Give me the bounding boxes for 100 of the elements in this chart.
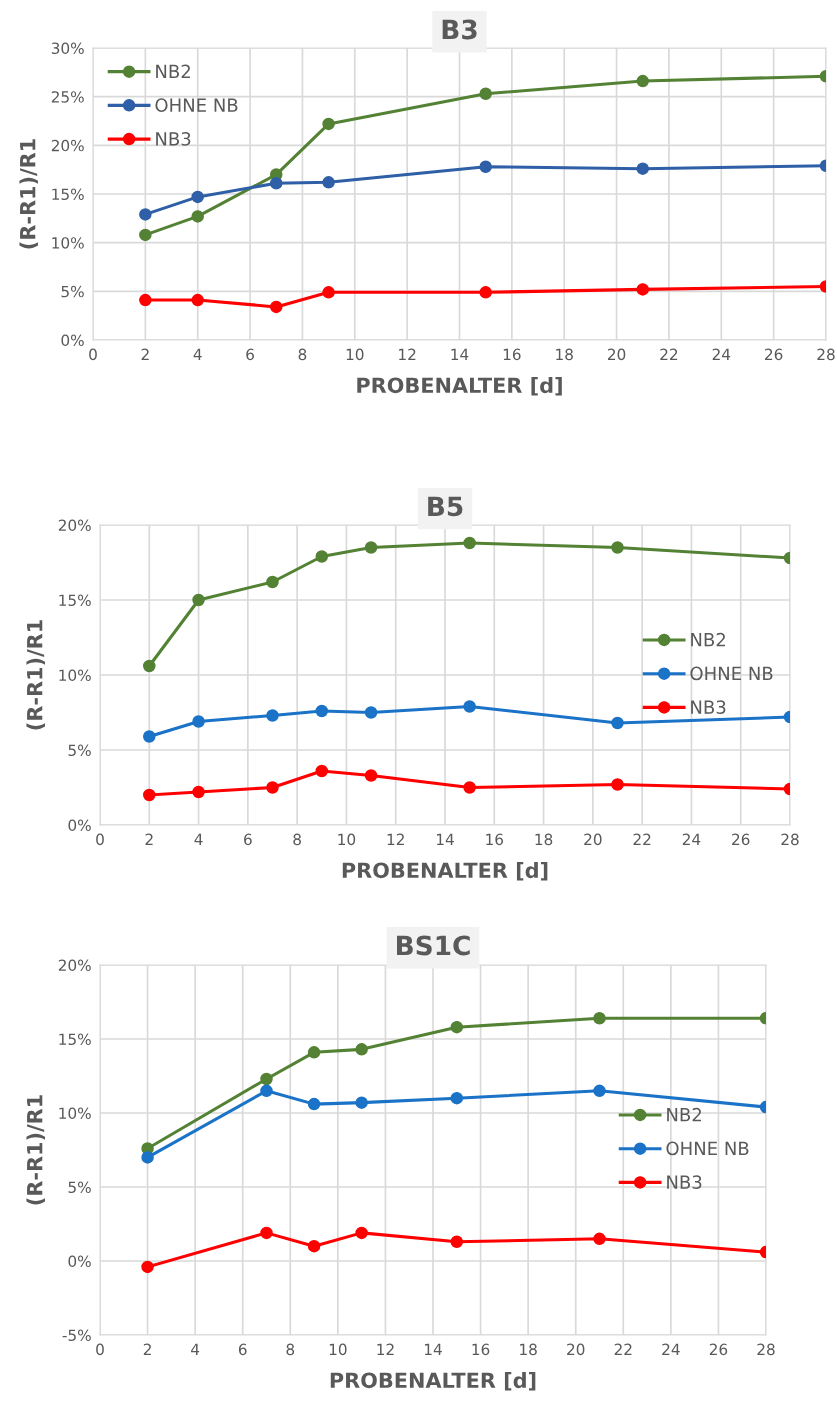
y-axis-title: (R-R1)/R1 — [26, 620, 46, 730]
point — [315, 550, 329, 563]
y-tick-label: 25% — [51, 91, 84, 103]
point — [191, 190, 204, 204]
x-tick-label: 10 — [346, 348, 364, 361]
y-tick-label: 10% — [59, 669, 91, 682]
point — [322, 176, 335, 189]
x-tick-label: 26 — [765, 348, 783, 361]
x-tick-label: 20 — [607, 348, 626, 361]
x-tick-label: 2 — [143, 1343, 151, 1355]
x-tick-label: 14 — [424, 1343, 442, 1355]
y-axis-title: (R-R1)/R1 — [19, 139, 39, 249]
point — [307, 1046, 321, 1059]
point — [593, 1232, 606, 1246]
x-tick-label: 12 — [377, 1343, 394, 1355]
x-tick-label: 6 — [244, 833, 252, 846]
y-tick-label: 30% — [51, 42, 84, 55]
point — [191, 210, 204, 223]
point — [593, 1084, 606, 1098]
x-tick-label: 20 — [584, 833, 602, 846]
x-tick-label: 12 — [387, 833, 404, 845]
y-tick-label: 5% — [61, 285, 84, 298]
x-tick-label: 26 — [732, 833, 750, 846]
point — [355, 1043, 368, 1056]
x-tick-label: 16 — [486, 833, 504, 846]
point — [463, 700, 476, 713]
point — [141, 1260, 154, 1274]
point — [636, 162, 650, 175]
legend-label: OHNE NB — [155, 98, 238, 112]
x-tick-label: 6 — [246, 348, 254, 361]
point — [315, 704, 329, 718]
x-tick-label: 20 — [567, 1343, 585, 1356]
y-tick-label: 10% — [59, 1107, 91, 1120]
point — [143, 788, 156, 802]
x-tick-label: 8 — [298, 348, 307, 361]
x-tick-label: 0 — [89, 348, 97, 361]
point — [479, 286, 492, 299]
point — [364, 706, 378, 719]
legend-label: OHNE NB — [666, 1141, 749, 1156]
point — [355, 1226, 368, 1240]
point — [450, 1091, 464, 1105]
x-tick-label: 24 — [682, 833, 701, 845]
point — [266, 781, 279, 794]
point — [636, 74, 650, 88]
chart-title: B5 — [428, 496, 463, 517]
x-tick-label: 4 — [191, 1343, 200, 1355]
x-tick-label: 4 — [194, 833, 203, 845]
x-tick-label: 26 — [709, 1343, 728, 1356]
chart-title: BS1C — [397, 935, 470, 956]
point — [269, 177, 283, 190]
x-axis-title: PROBENALTER [d] — [342, 862, 548, 881]
x-tick-label: 6 — [238, 1343, 247, 1356]
x-tick-label: 18 — [520, 1343, 537, 1356]
x-tick-label: 0 — [96, 1343, 104, 1356]
x-tick-label: 24 — [712, 348, 731, 360]
point — [307, 1239, 321, 1253]
x-tick-label: 0 — [96, 833, 104, 846]
x-tick-label: 2 — [141, 348, 149, 360]
x-tick-label: 14 — [451, 348, 469, 360]
point — [143, 730, 156, 743]
point — [139, 208, 152, 221]
point — [139, 228, 152, 242]
x-tick-label: 22 — [660, 348, 678, 360]
point — [636, 283, 650, 296]
x-tick-label: 28 — [757, 1343, 775, 1356]
legend-label: NB2 — [691, 632, 725, 647]
x-tick-label: 22 — [614, 1343, 632, 1355]
x-tick-label: 28 — [781, 833, 799, 846]
point — [450, 1020, 464, 1034]
point — [266, 575, 279, 589]
legend-label: NB3 — [667, 1175, 702, 1189]
y-tick-label: 0% — [68, 819, 91, 832]
x-tick-label: 18 — [556, 348, 573, 361]
point — [479, 160, 492, 173]
point — [266, 709, 279, 722]
point — [463, 781, 476, 794]
point — [611, 541, 624, 554]
point — [322, 117, 335, 131]
x-tick-label: 10 — [338, 833, 356, 846]
x-tick-label: 2 — [145, 833, 153, 845]
y-tick-label: 0% — [61, 334, 84, 347]
x-tick-label: 12 — [399, 348, 416, 360]
x-axis-title: PROBENALTER [d] — [330, 1372, 536, 1391]
point — [307, 1097, 321, 1111]
legend-label: NB3 — [691, 700, 726, 714]
y-tick-label: 0% — [68, 1255, 91, 1268]
legend-label: NB2 — [156, 64, 190, 78]
x-tick-label: 8 — [293, 833, 301, 846]
x-tick-label: 16 — [503, 348, 521, 361]
point — [192, 715, 205, 728]
point — [139, 293, 152, 307]
point — [192, 785, 205, 799]
legend-label: NB3 — [156, 132, 191, 146]
x-tick-label: 18 — [535, 833, 553, 846]
legend-label: NB2 — [667, 1107, 701, 1122]
x-tick-label: 4 — [193, 348, 202, 360]
point — [463, 536, 476, 550]
point — [315, 764, 329, 778]
point — [192, 593, 205, 607]
y-tick-label: 20% — [51, 139, 84, 152]
